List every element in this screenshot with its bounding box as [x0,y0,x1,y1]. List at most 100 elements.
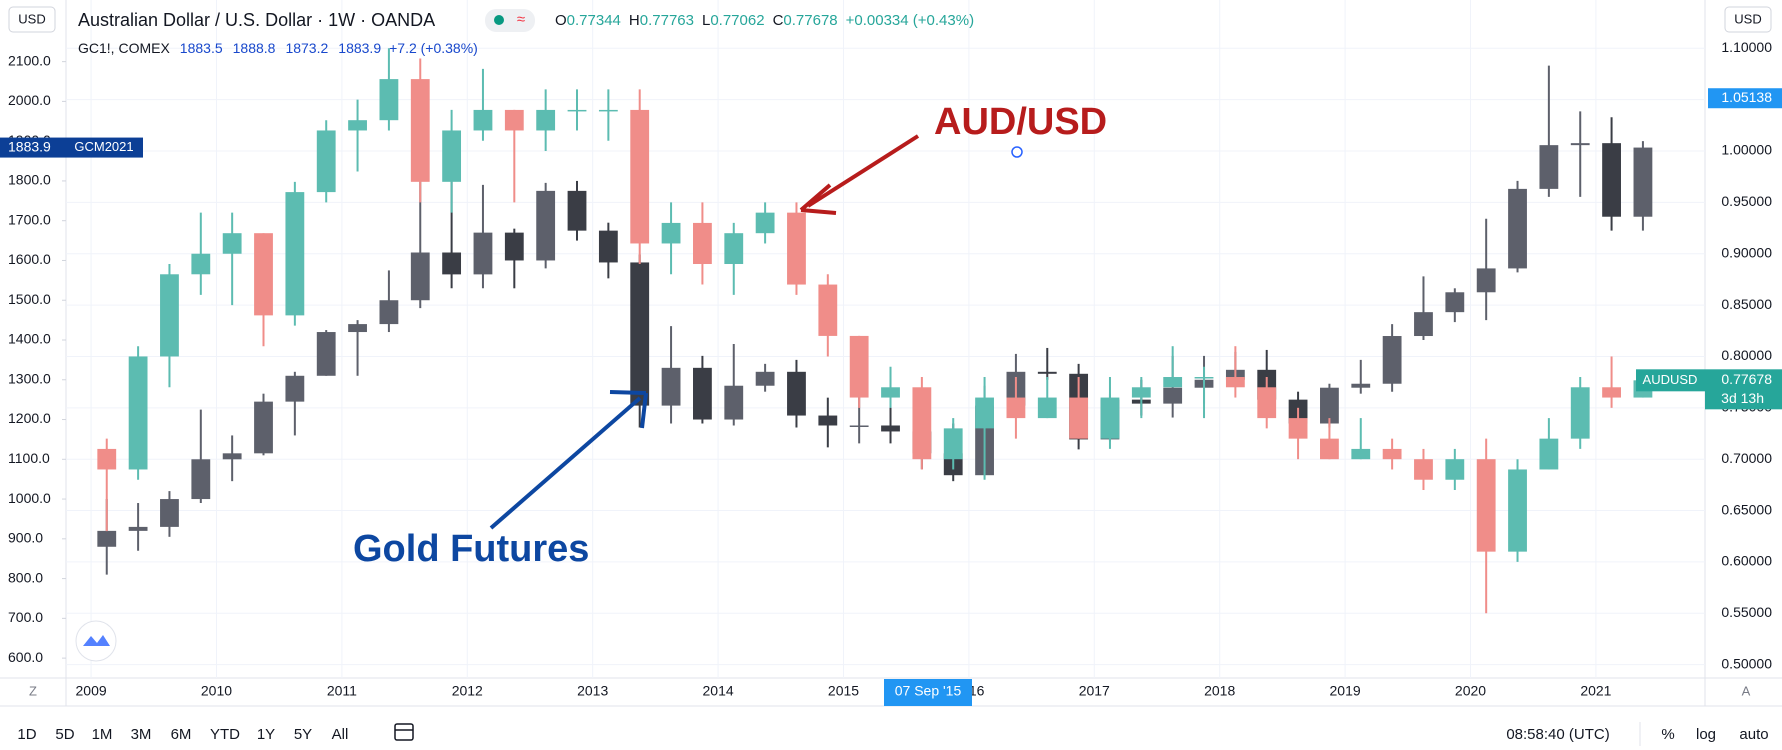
candle-body [1288,418,1308,439]
candle-body [567,190,587,231]
legend-value: 1888.8 [233,40,276,56]
candle-body [191,459,211,500]
candle-body [630,262,650,406]
y-tick-label: 1500.0 [8,291,51,307]
legend-change: +7.2 (+0.38%) [389,40,478,56]
candle-body [1539,145,1559,189]
x-tick-label: 2017 [1079,683,1110,699]
candle-body [348,120,367,131]
range-button[interactable]: 6M [171,726,192,743]
candle-body [1100,397,1120,439]
logo-icon [83,635,110,646]
scale-label[interactable]: USD [1734,11,1761,26]
candle-body [504,232,524,261]
ohlc-change: +0.00334 (+0.43%) [846,12,974,29]
logo[interactable] [75,620,117,662]
y-tick-label: 900.0 [8,530,43,546]
ohlc-legend: O0.77344 H0.77763 L0.77062 C0.77678 +0.00334… [555,12,974,29]
candle-body [818,415,838,426]
y2-tick-label: 1.10000 [1721,39,1772,55]
candle-body [128,356,148,470]
candle-body [536,190,556,261]
y-tick-label: 1700.0 [8,211,51,227]
arrow [489,396,642,530]
axis-button[interactable]: A [1742,683,1751,698]
range-button[interactable]: 3M [131,726,152,743]
x-tick-label: 2019 [1330,683,1361,699]
candle-body [97,448,117,470]
candle-body [598,230,618,263]
y-tick-label: 1400.0 [8,331,51,347]
clock[interactable]: 08:58:40 (UTC) [1506,726,1609,743]
range-button[interactable]: All [332,726,349,743]
scale-button[interactable] [1724,6,1772,33]
range-button[interactable]: 5D [55,726,74,743]
y2-tick-label: 0.60000 [1721,553,1772,569]
arrow [806,134,920,208]
candle-body [348,324,367,333]
y2-tick-label: 0.55000 [1721,604,1772,620]
candle-body [1351,383,1371,388]
y-tick-label: 1600.0 [8,251,51,267]
anchor-point[interactable] [1011,146,1023,158]
ohlc-key: L [702,12,710,29]
candle-body [285,375,305,402]
y-tick-label: 700.0 [8,609,43,625]
candle-body [1539,438,1559,470]
status-icon: ≈ [517,11,525,28]
candle-body [1225,377,1245,388]
candle-body [1069,397,1089,439]
y2-tick-label: 0.65000 [1721,501,1772,517]
ohlc-key: C [773,12,784,29]
range-button[interactable]: 5Y [294,726,312,743]
y2-tick-label: 0.95000 [1721,193,1772,209]
calendar-icon[interactable] [394,723,414,741]
range-button[interactable]: 1M [92,726,113,743]
candle-body [1508,188,1527,269]
candle-body [1633,147,1653,217]
range-button[interactable]: 1Y [257,726,275,743]
ohlc-value: 0.77062 [710,12,764,29]
candle-body [1570,143,1590,146]
scale-button[interactable] [8,6,56,33]
y-tick-label: 1100.0 [8,450,50,466]
option-button[interactable]: auto [1739,726,1768,743]
option-button[interactable]: log [1696,726,1716,743]
candle-body [693,222,712,265]
axis-button[interactable]: Z [29,683,37,698]
scale-label[interactable]: USD [18,11,45,26]
candle-body [222,453,242,460]
ohlc-value: 0.77678 [783,12,837,29]
candle-body [630,109,650,244]
candle-body [693,367,712,420]
countdown: 3d 13h [1721,390,1764,406]
ohlc-value: 0.77763 [640,12,694,29]
x-tick-label: 2021 [1580,683,1611,699]
range-button[interactable]: 1D [17,726,36,743]
x-tick-label: 2018 [1204,683,1235,699]
option-button[interactable]: % [1661,726,1674,743]
y2-tick-label: 0.70000 [1721,450,1772,466]
annotation: AUD/USD [934,101,1107,143]
candle-body [1570,387,1590,439]
candle-body [1257,387,1277,419]
price-label-bg [1705,369,1782,410]
candle-body [1414,459,1433,480]
candle-body [410,79,430,182]
status-pill[interactable] [485,9,535,32]
candle-body [787,212,806,285]
candle-body [504,109,524,131]
candle-body [1602,143,1621,217]
price-label-bg [0,137,66,158]
candle-body [473,109,493,131]
y2-tick-label: 1.00000 [1721,142,1772,158]
candle-body [1508,469,1527,552]
candle-body [912,387,932,460]
candle-body [755,371,775,386]
candle-body [254,401,273,454]
price-label: 1883.9 [8,138,51,154]
range-button[interactable]: YTD [210,726,240,743]
candle-body [818,284,838,336]
candle-body [787,371,806,416]
